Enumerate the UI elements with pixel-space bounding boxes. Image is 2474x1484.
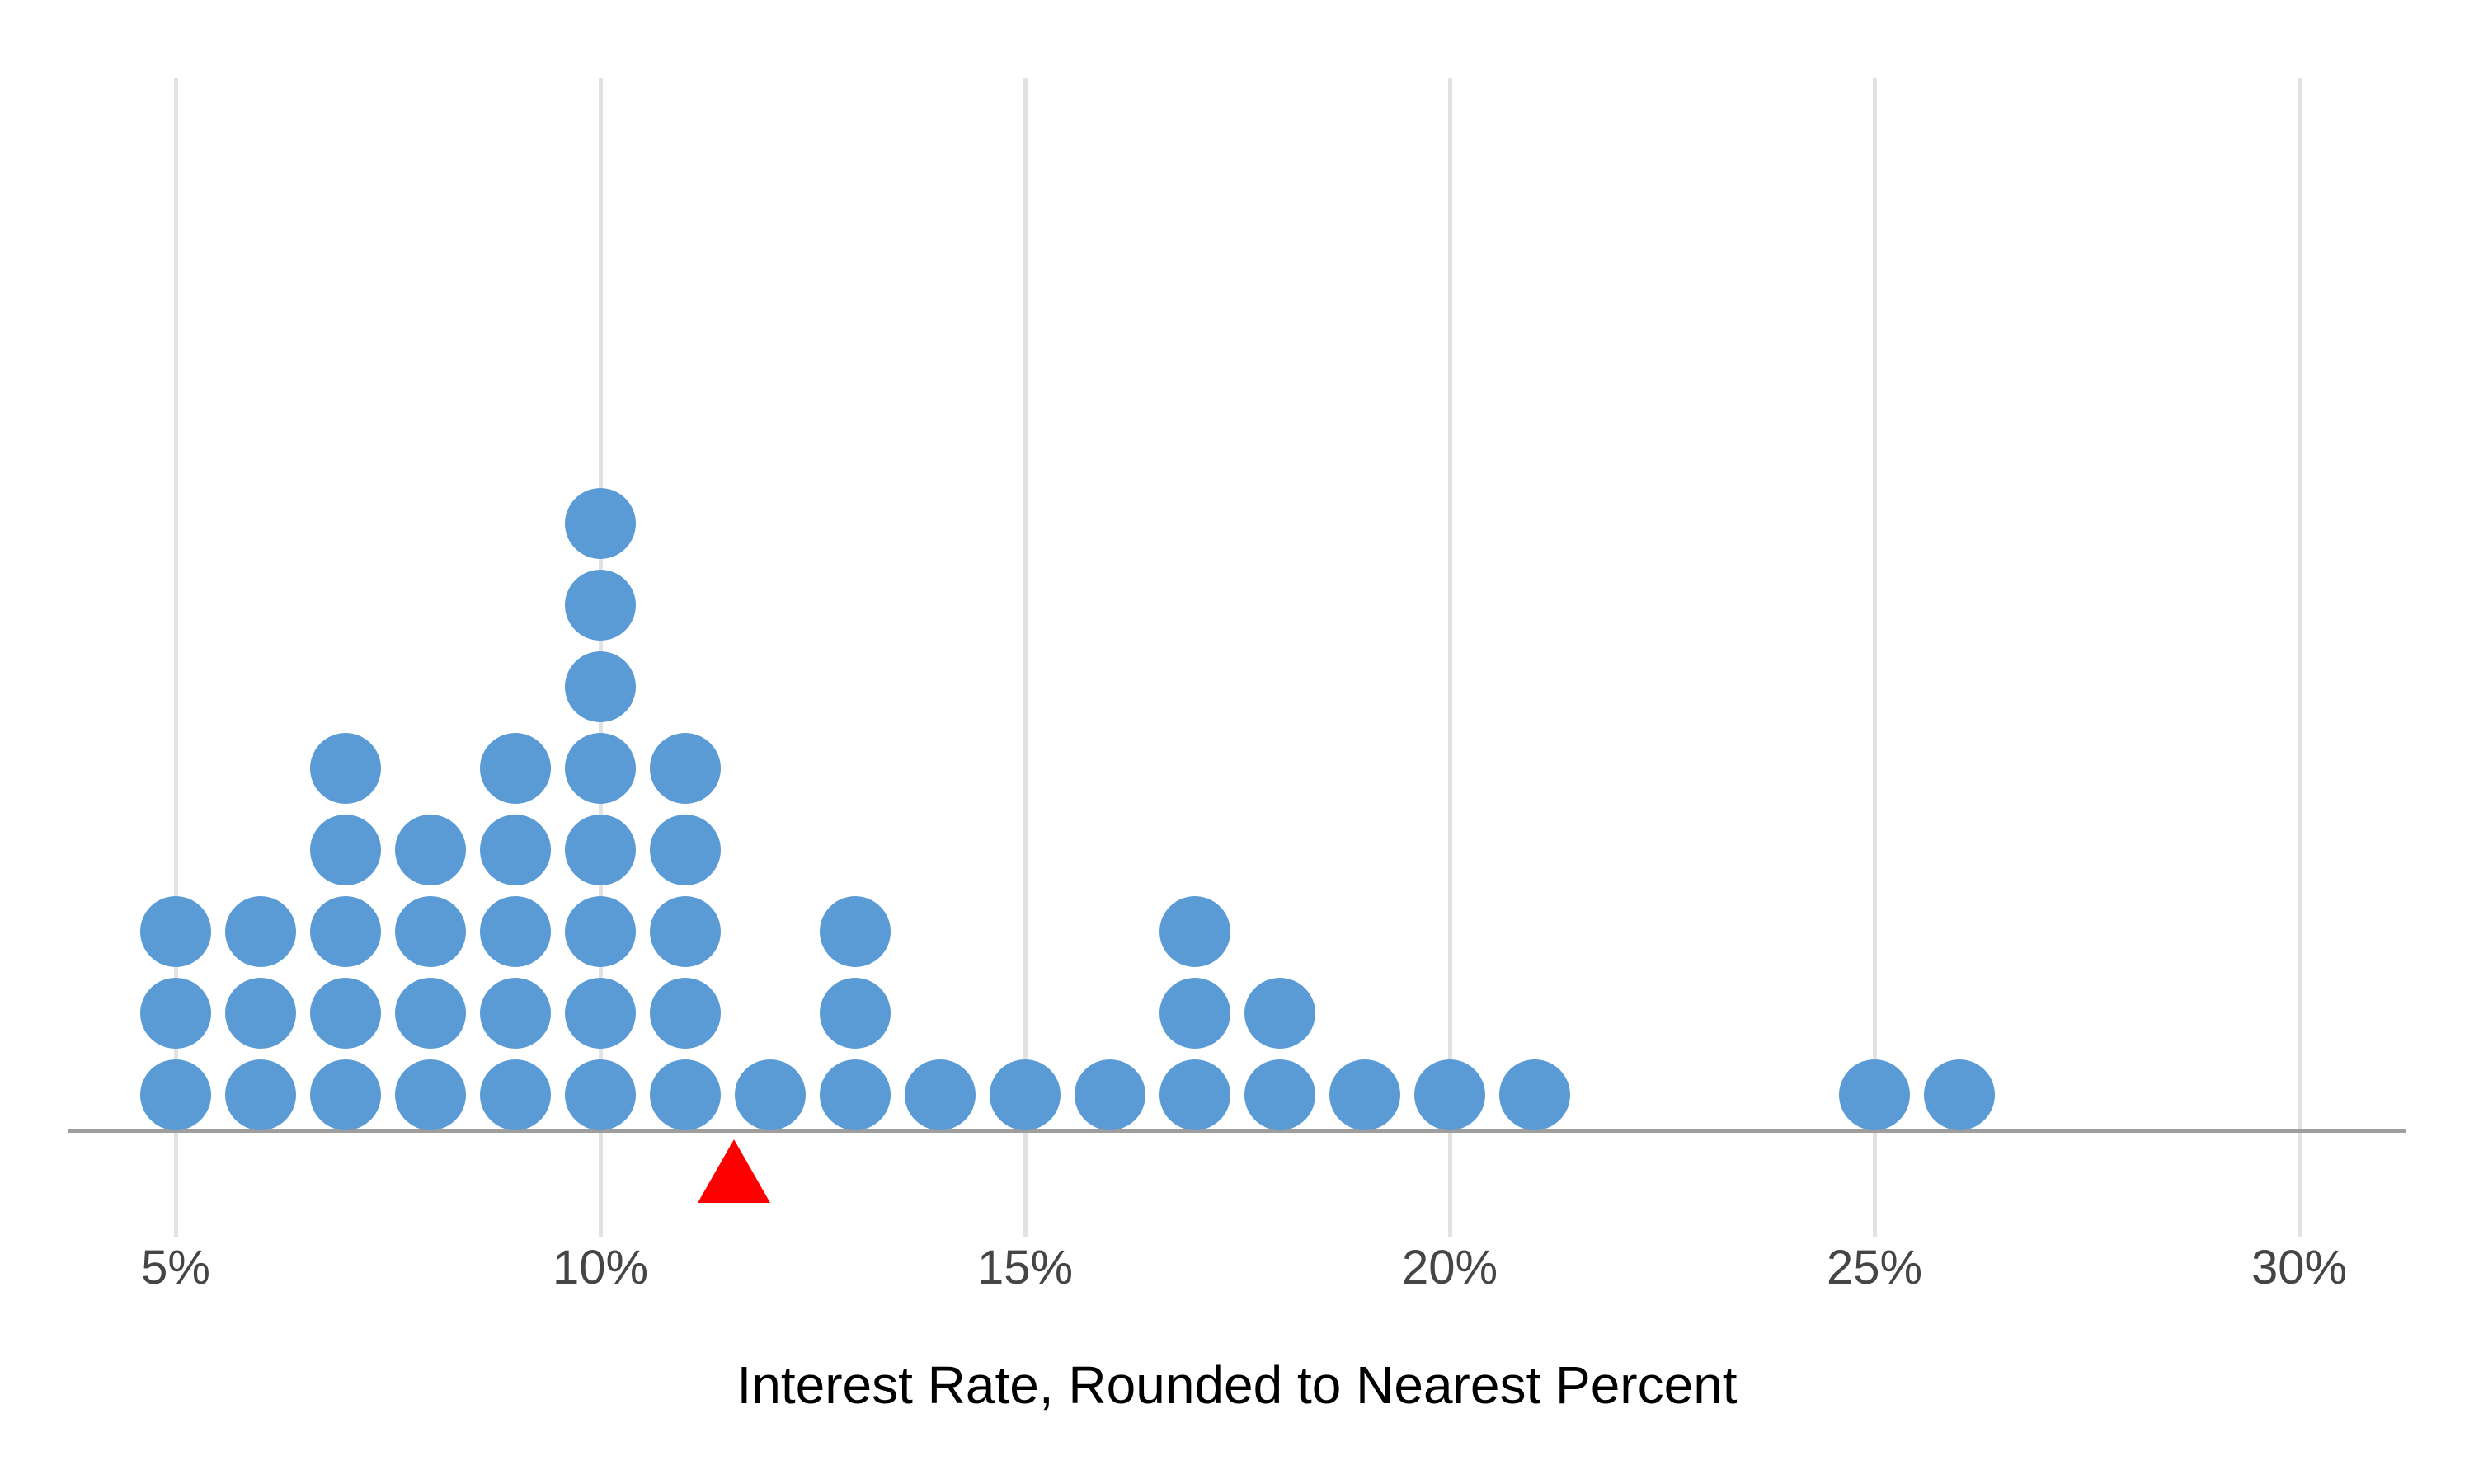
data-dot-10pct-row5 [565,733,636,804]
x-tick-label-15: 15% [976,1241,1074,1294]
data-dot-9pct-row2 [480,978,551,1049]
data-dot-8pct-row1 [395,1059,466,1130]
data-dot-11pct-row2 [650,978,721,1049]
x-tick-label-25: 25% [1826,1241,1923,1294]
data-dot-11pct-row3 [650,896,721,967]
data-dot-10pct-row4 [565,815,636,885]
data-dot-17pct-row2 [1159,978,1230,1049]
x-gridline-30 [2297,78,2302,1237]
data-dot-18pct-row1 [1244,1059,1315,1130]
data-dot-10pct-row7 [565,570,636,641]
data-dot-17pct-row1 [1159,1059,1230,1130]
mean-marker-triangle [697,1139,770,1203]
data-dot-12pct-row1 [735,1059,806,1130]
x-tick-label-5: 5% [141,1241,210,1294]
x-gridline-15 [1023,78,1028,1237]
data-dot-6pct-row3 [225,896,296,967]
data-dot-13pct-row3 [820,896,891,967]
data-dot-5pct-row2 [140,978,211,1049]
data-dot-8pct-row4 [395,815,466,885]
data-dot-10pct-row6 [565,651,636,722]
data-dot-5pct-row3 [140,896,211,967]
data-dot-15pct-row1 [990,1059,1061,1130]
data-dot-26pct-row1 [1924,1059,1995,1130]
data-dot-10pct-row2 [565,978,636,1049]
data-dot-11pct-row1 [650,1059,721,1130]
data-dot-5pct-row1 [140,1059,211,1130]
data-dot-10pct-row1 [565,1059,636,1130]
data-dot-10pct-row3 [565,896,636,967]
x-tick-label-30: 30% [2251,1241,2348,1294]
data-dot-9pct-row3 [480,896,551,967]
x-gridline-20 [1447,78,1452,1237]
data-dot-16pct-row1 [1075,1059,1145,1130]
data-dot-8pct-row3 [395,896,466,967]
data-dot-11pct-row4 [650,815,721,885]
data-dot-14pct-row1 [905,1059,976,1130]
data-dot-7pct-row2 [310,978,381,1049]
data-dot-9pct-row5 [480,733,551,804]
x-axis-line [68,1129,2406,1133]
x-tick-label-20: 20% [1401,1241,1498,1294]
data-dot-13pct-row1 [820,1059,891,1130]
x-tick-label-10: 10% [552,1241,649,1294]
data-dot-18pct-row2 [1244,978,1315,1049]
data-dot-7pct-row1 [310,1059,381,1130]
data-dot-11pct-row5 [650,733,721,804]
data-dot-6pct-row2 [225,978,296,1049]
x-gridline-25 [1872,78,1877,1237]
data-dot-19pct-row1 [1329,1059,1400,1130]
data-dot-17pct-row3 [1159,896,1230,967]
data-dot-6pct-row1 [225,1059,296,1130]
data-dot-21pct-row1 [1499,1059,1570,1130]
data-dot-9pct-row4 [480,815,551,885]
data-dot-8pct-row2 [395,978,466,1049]
data-dot-9pct-row1 [480,1059,551,1130]
data-dot-7pct-row4 [310,815,381,885]
data-dot-7pct-row5 [310,733,381,804]
x-gridline-5 [173,78,178,1237]
data-dot-7pct-row3 [310,896,381,967]
data-dot-13pct-row2 [820,978,891,1049]
data-dot-10pct-row8 [565,488,636,559]
data-dot-20pct-row1 [1414,1059,1485,1130]
x-axis-title: Interest Rate, Rounded to Nearest Percen… [736,1355,1738,1415]
data-dot-25pct-row1 [1839,1059,1910,1130]
